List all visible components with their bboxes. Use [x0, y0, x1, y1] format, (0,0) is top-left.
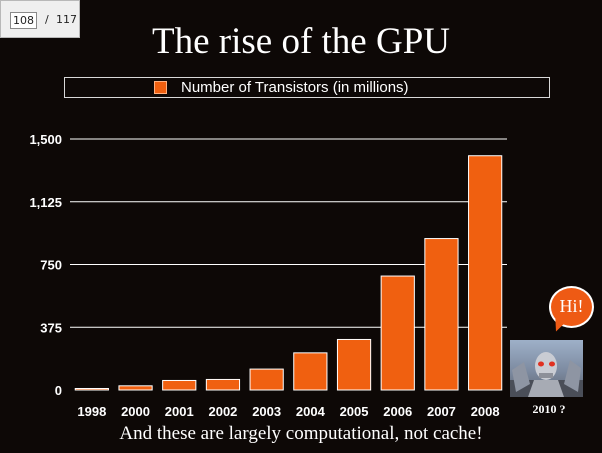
bar [74, 387, 109, 391]
x-tick-label: 2004 [296, 404, 326, 419]
current-page-field[interactable]: 108 [10, 12, 37, 29]
y-tick-label: 375 [40, 320, 62, 335]
chart-legend: Number of Transistors (in millions) [64, 77, 550, 98]
legend-label: Number of Transistors (in millions) [181, 79, 409, 96]
x-tick-label: 2001 [165, 404, 194, 419]
bar [118, 385, 153, 391]
y-tick-label: 750 [40, 258, 62, 273]
bar [205, 378, 241, 391]
legend-swatch [154, 81, 167, 94]
x-tick-label: 2003 [252, 404, 281, 419]
x-tick-label: 2007 [427, 404, 456, 419]
bar [162, 379, 197, 391]
total-pages: 117 [56, 13, 77, 26]
page-navigator: 108 / 117 [0, 0, 80, 38]
bar [293, 352, 328, 391]
x-tick-label: 2000 [121, 404, 150, 419]
speech-bubble [549, 286, 594, 328]
bar [468, 155, 503, 391]
x-tick-label: 2002 [208, 404, 237, 419]
x-tick-label: 2008 [471, 404, 500, 419]
bar [424, 238, 459, 391]
robot-image [510, 340, 583, 397]
page-separator: / [45, 13, 49, 26]
x-tick-label: 2006 [383, 404, 412, 419]
y-tick-label: 0 [55, 383, 62, 398]
bar [249, 368, 284, 391]
bar [380, 275, 415, 391]
x-tick-label: 2005 [340, 404, 369, 419]
bar [336, 338, 372, 391]
slide-title: The rise of the GPU [152, 21, 450, 62]
slide-caption: And these are largely computational, not… [119, 423, 483, 444]
robot-year-label: 2010 ? [532, 402, 566, 416]
y-tick-label: 1,500 [29, 132, 62, 147]
y-tick-label: 1,125 [29, 195, 62, 210]
speech-bubble-text: Hi! [559, 296, 584, 316]
x-tick-label: 1998 [77, 404, 106, 419]
